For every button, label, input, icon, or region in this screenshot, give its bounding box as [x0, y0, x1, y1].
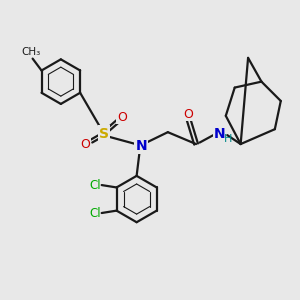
Text: Cl: Cl	[89, 206, 101, 220]
Text: S: S	[99, 127, 109, 141]
Text: N: N	[214, 127, 226, 141]
Text: CH₃: CH₃	[22, 47, 41, 57]
Text: Cl: Cl	[89, 178, 101, 192]
Text: O: O	[117, 111, 127, 124]
Text: O: O	[184, 108, 194, 121]
Text: O: O	[81, 138, 90, 151]
Text: N: N	[135, 139, 147, 152]
Text: H: H	[224, 134, 232, 144]
